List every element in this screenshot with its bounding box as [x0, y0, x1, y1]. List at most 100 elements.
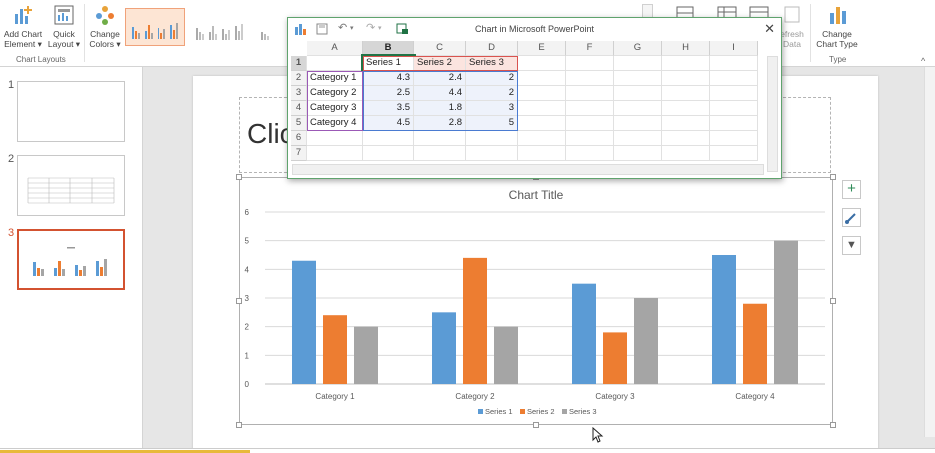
chart-data-window[interactable]: ↶ ▾ ↷ ▾ Chart in Microsoft PowerPoint ✕ …	[287, 17, 782, 179]
category-cell[interactable]: Category 2	[307, 86, 363, 101]
cell[interactable]	[518, 56, 566, 71]
cell[interactable]	[710, 56, 758, 71]
cell[interactable]	[662, 71, 710, 86]
row-header[interactable]: 4	[291, 101, 307, 116]
chart-style-2[interactable]	[190, 8, 250, 46]
cell[interactable]	[566, 116, 614, 131]
series-header-cell[interactable]: Series 1	[361, 54, 416, 73]
cell[interactable]	[614, 71, 662, 86]
chevron-down-icon[interactable]: ▾	[378, 25, 382, 32]
column-header[interactable]: A	[307, 41, 363, 56]
cell[interactable]	[662, 86, 710, 101]
cell[interactable]	[710, 86, 758, 101]
spreadsheet-grid[interactable]: A B C D E F G H I 1 Series 1 Series 2 Series 3 2 Categ…	[291, 41, 767, 177]
cell[interactable]	[710, 71, 758, 86]
resize-handle[interactable]	[236, 174, 242, 180]
cell[interactable]	[566, 86, 614, 101]
column-header[interactable]: H	[662, 41, 710, 56]
column-header[interactable]: I	[710, 41, 758, 56]
cell[interactable]	[307, 131, 363, 146]
redo-icon[interactable]: ↷	[366, 22, 376, 34]
value-cell[interactable]: 4.3	[363, 71, 414, 86]
value-cell[interactable]: 2	[466, 86, 518, 101]
cell[interactable]	[710, 116, 758, 131]
cell[interactable]	[710, 101, 758, 116]
row-header[interactable]: 2	[291, 71, 307, 86]
add-chart-element-button[interactable]: Add Chart Element ▾	[2, 4, 44, 49]
resize-handle[interactable]	[236, 298, 242, 304]
cell[interactable]	[518, 131, 566, 146]
value-cell[interactable]: 3.5	[363, 101, 414, 116]
cell[interactable]	[614, 146, 662, 161]
vertical-scrollbar[interactable]	[767, 56, 778, 172]
column-header[interactable]: B	[363, 41, 414, 56]
chart-styles-button[interactable]	[842, 208, 861, 227]
chart-style-3[interactable]	[255, 8, 285, 46]
series-header-cell[interactable]: Series 3	[466, 56, 518, 71]
value-cell[interactable]: 2.4	[414, 71, 466, 86]
cell[interactable]	[566, 131, 614, 146]
category-cell[interactable]: Category 4	[307, 116, 363, 131]
cell[interactable]	[518, 71, 566, 86]
slide-thumbnail-2[interactable]	[17, 155, 125, 216]
cell[interactable]	[518, 101, 566, 116]
chart-title[interactable]: Chart Title	[508, 188, 564, 202]
cell[interactable]	[614, 131, 662, 146]
row-header[interactable]: 7	[291, 146, 307, 161]
cell[interactable]	[518, 116, 566, 131]
cell[interactable]	[662, 101, 710, 116]
cell[interactable]	[614, 86, 662, 101]
slide-vertical-scrollbar[interactable]	[924, 67, 935, 437]
cell[interactable]	[566, 56, 614, 71]
row-header[interactable]: 5	[291, 116, 307, 131]
value-cell[interactable]: 5	[466, 116, 518, 131]
row-header[interactable]: 1	[291, 56, 307, 71]
chart-object[interactable]: Chart Title 0 1 2 3 4 5 6 Category 1 Category 2 C…	[239, 177, 833, 425]
resize-handle[interactable]	[236, 422, 242, 428]
category-cell[interactable]: Category 1	[307, 71, 363, 86]
chart-elements-button[interactable]: +	[842, 180, 861, 199]
column-header[interactable]: E	[518, 41, 566, 56]
cell[interactable]	[414, 146, 466, 161]
chevron-down-icon[interactable]: ▾	[350, 25, 354, 32]
cell[interactable]	[710, 131, 758, 146]
cell[interactable]	[566, 101, 614, 116]
value-cell[interactable]: 1.8	[414, 101, 466, 116]
collapse-ribbon-icon[interactable]: ^	[921, 56, 926, 66]
cell[interactable]	[566, 71, 614, 86]
resize-handle[interactable]	[830, 298, 836, 304]
cell[interactable]	[662, 131, 710, 146]
cell[interactable]	[662, 56, 710, 71]
chart-style-1[interactable]	[125, 8, 185, 46]
value-cell[interactable]: 4.4	[414, 86, 466, 101]
cell[interactable]	[518, 146, 566, 161]
value-cell[interactable]: 2.5	[363, 86, 414, 101]
cell[interactable]	[363, 146, 414, 161]
row-header[interactable]: 6	[291, 131, 307, 146]
cell[interactable]	[710, 146, 758, 161]
edit-in-excel-icon[interactable]	[396, 23, 409, 35]
slide-thumbnail-3[interactable]	[17, 229, 125, 290]
save-icon[interactable]	[316, 23, 328, 35]
cell[interactable]	[662, 146, 710, 161]
close-icon[interactable]: ✕	[764, 21, 775, 36]
cell[interactable]	[307, 146, 363, 161]
cell[interactable]	[614, 101, 662, 116]
resize-handle[interactable]	[533, 422, 539, 428]
cell[interactable]	[466, 146, 518, 161]
value-cell[interactable]: 3	[466, 101, 518, 116]
cell[interactable]	[566, 146, 614, 161]
slide-thumbnail-1[interactable]	[17, 81, 125, 142]
cell[interactable]	[466, 131, 518, 146]
cell[interactable]	[662, 116, 710, 131]
undo-icon[interactable]: ↶	[338, 22, 348, 34]
value-cell[interactable]: 2.8	[414, 116, 466, 131]
horizontal-scrollbar[interactable]	[292, 164, 764, 175]
column-header[interactable]: D	[466, 41, 518, 56]
refresh-data-button[interactable]: efresh Data	[778, 4, 806, 49]
change-colors-button[interactable]: Change Colors ▾	[87, 4, 123, 49]
resize-handle[interactable]	[830, 174, 836, 180]
cell[interactable]	[518, 86, 566, 101]
category-cell[interactable]: Category 3	[307, 101, 363, 116]
cell[interactable]	[614, 56, 662, 71]
